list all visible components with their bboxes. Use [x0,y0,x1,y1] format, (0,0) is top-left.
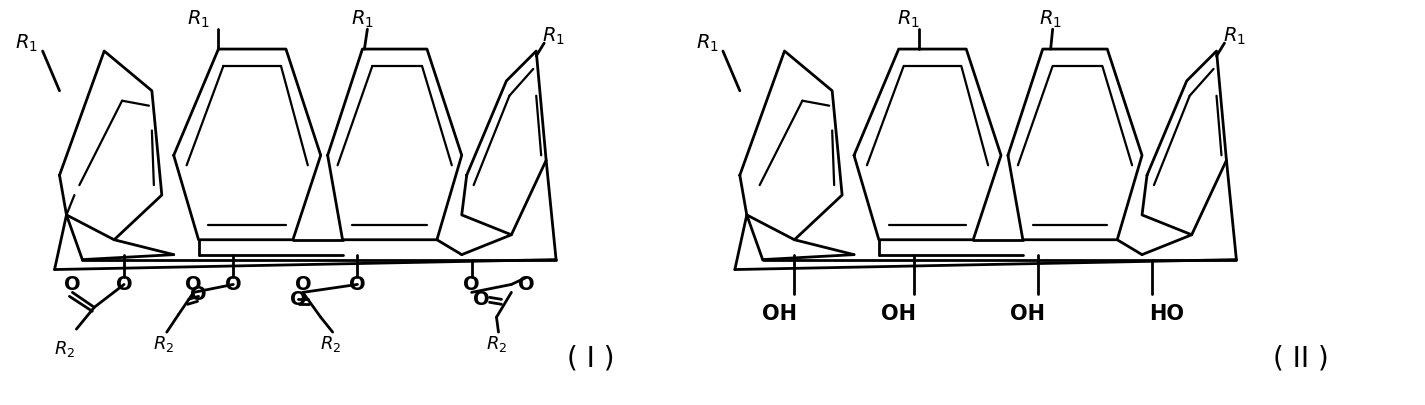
Text: ( I ): ( I ) [567,345,614,373]
Text: $R_2$: $R_2$ [486,334,507,354]
Text: $R_2$: $R_2$ [54,339,76,359]
Text: O: O [349,275,366,294]
Text: $R_1$: $R_1$ [16,32,38,54]
Text: O: O [115,275,133,294]
Text: $R_1$: $R_1$ [1039,9,1062,30]
Text: HO: HO [1150,304,1184,324]
Text: OH: OH [1010,304,1046,324]
Text: O: O [190,285,207,304]
Text: ( II ): ( II ) [1273,345,1328,373]
Text: O: O [289,290,306,309]
Text: $R_1$: $R_1$ [1223,26,1245,47]
Text: $R_1$: $R_1$ [898,9,921,30]
Text: O: O [185,275,202,294]
Text: O: O [517,275,534,294]
Text: O: O [463,275,480,294]
Text: OH: OH [881,304,916,324]
Text: $R_2$: $R_2$ [152,334,174,354]
Text: O: O [473,290,490,309]
Text: $R_1$: $R_1$ [351,9,373,30]
Text: $R_1$: $R_1$ [542,26,564,47]
Text: $R_1$: $R_1$ [187,9,209,30]
Text: $R_1$: $R_1$ [695,32,718,54]
Text: O: O [295,275,311,294]
Text: $R_2$: $R_2$ [321,334,341,354]
Text: O: O [64,275,81,294]
Text: OH: OH [762,304,797,324]
Text: O: O [225,275,242,294]
